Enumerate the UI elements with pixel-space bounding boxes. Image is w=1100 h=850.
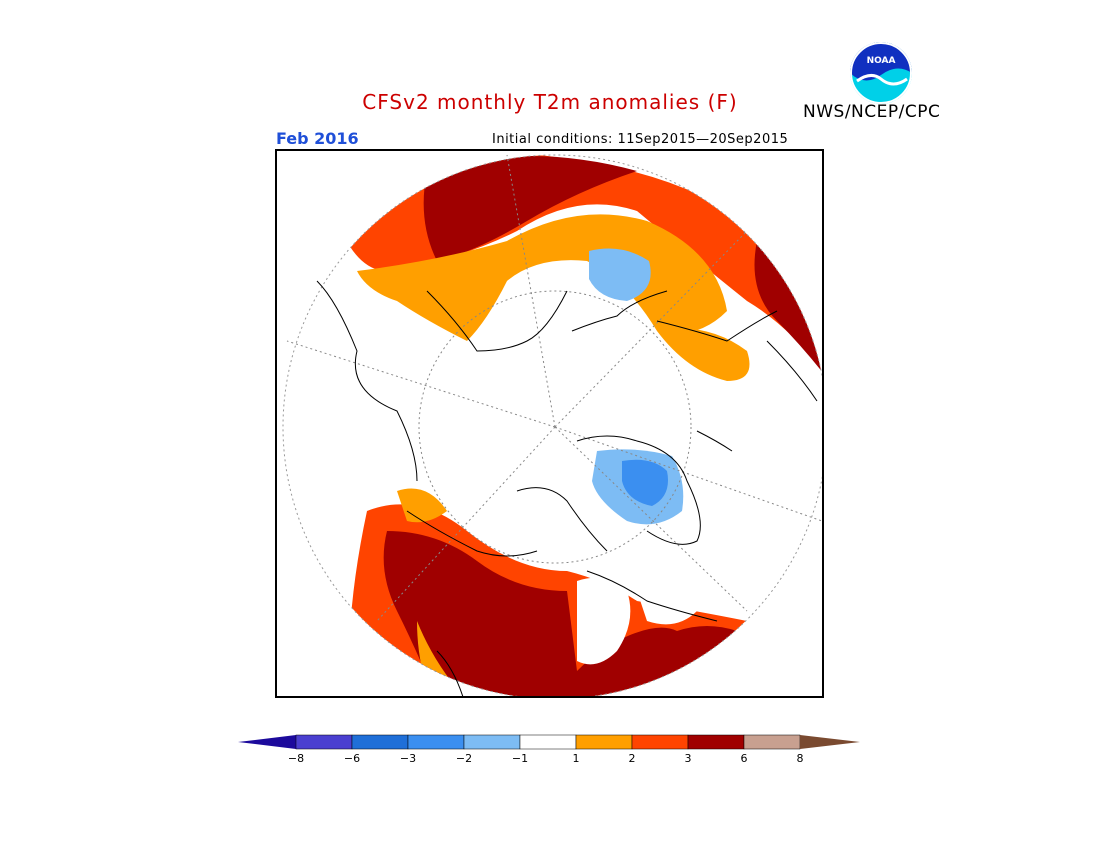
colorbar-bin-4 xyxy=(463,734,521,750)
map-boundary xyxy=(282,154,822,696)
colorbar-label: 8 xyxy=(796,752,804,765)
coastlines xyxy=(316,280,818,696)
map-title: CFSv2 monthly T2m anomalies (F) xyxy=(362,90,738,114)
anomaly-region-siberia-hot xyxy=(423,156,637,261)
colorbar-bin-1 xyxy=(295,734,353,750)
anomaly-region-alaska-moderate xyxy=(397,488,447,523)
colorbar-label: −8 xyxy=(287,752,305,765)
colorbar-label: −3 xyxy=(399,752,417,765)
colorbar-bin-2 xyxy=(351,734,409,750)
map-panel xyxy=(275,149,824,698)
colorbar-bin-3 xyxy=(407,734,465,750)
colorbar-bin-8 xyxy=(687,734,745,750)
svg-text:NOAA: NOAA xyxy=(867,56,896,66)
colorbar-bin-10 xyxy=(800,735,860,749)
colorbar-label: −6 xyxy=(343,752,361,765)
colorbar-label: 2 xyxy=(628,752,636,765)
graticule xyxy=(286,154,822,622)
colorbar-label: −2 xyxy=(455,752,473,765)
anomaly-region-central-asia-cold xyxy=(589,248,651,301)
colorbar-bin-6 xyxy=(575,734,633,750)
colorbar-label: 6 xyxy=(740,752,748,765)
anomaly-field xyxy=(337,155,822,696)
colorbar-label: −1 xyxy=(511,752,529,765)
anomaly-region-east-asia-hot xyxy=(754,241,822,391)
agency-label: NWS/NCEP/CPC xyxy=(803,102,941,122)
anomaly-region-asia-moderate xyxy=(357,214,727,341)
anomaly-region-china-moderate xyxy=(657,328,750,381)
noaa-logo-icon: NOAA xyxy=(850,42,912,104)
anomaly-region-north-america-hot xyxy=(383,531,747,696)
colorbar-bin-9 xyxy=(743,734,801,750)
initial-conditions: Initial conditions: 11Sep2015—20Sep2015 xyxy=(492,132,789,147)
colorbar-bin-5 xyxy=(519,734,577,750)
colorbar-label: 1 xyxy=(572,752,580,765)
anomaly-region-greenland-neutral xyxy=(637,588,697,625)
colorbar-label: 3 xyxy=(684,752,692,765)
anomaly-region-canada-neutral xyxy=(577,577,631,665)
colorbar xyxy=(238,734,860,750)
anomaly-region-europe-colder xyxy=(622,459,668,506)
forecast-month: Feb 2016 xyxy=(276,129,359,148)
colorbar-bin-7 xyxy=(631,734,689,750)
colorbar-bin-0 xyxy=(238,735,296,749)
